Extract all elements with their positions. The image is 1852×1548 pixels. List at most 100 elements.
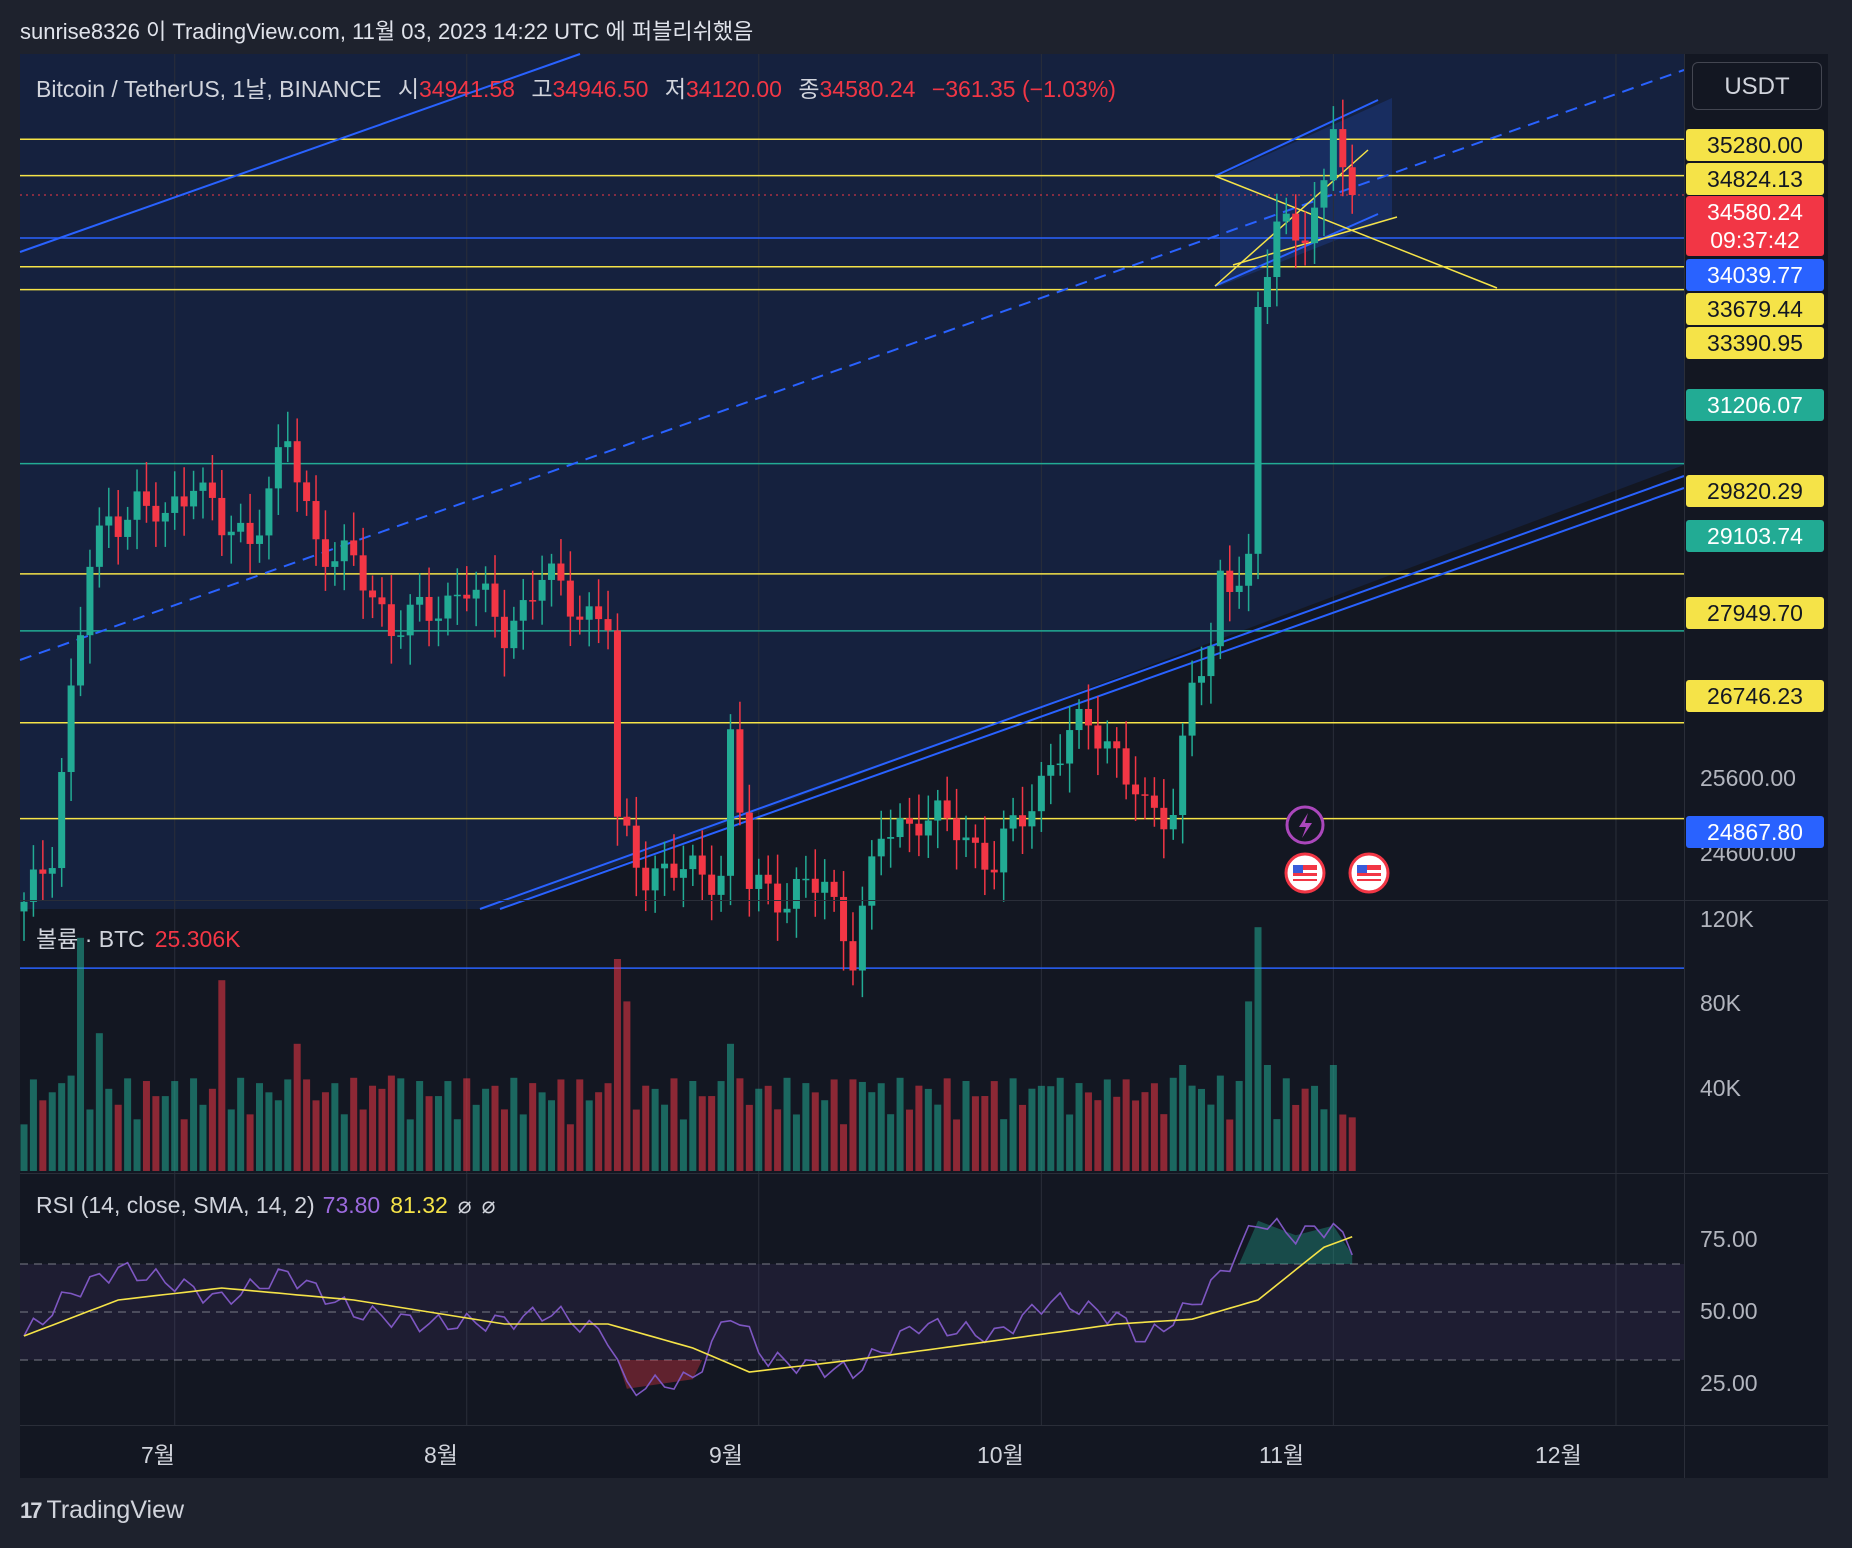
pane-divider[interactable] [20,900,1828,901]
candle-body [1282,213,1290,222]
volume-legend[interactable]: 볼륨 · BTC 25.306K [36,920,240,954]
candle-body [246,522,254,544]
candle-body [529,600,537,602]
volume-bar [256,1083,263,1171]
volume-tick[interactable]: 80K [1700,990,1741,1016]
candle-body [1113,741,1121,749]
price-tag-31206: 31206.07 [1686,389,1824,421]
candle-body [623,816,631,826]
volume-bar [378,1088,386,1171]
volume-value: 25.306K [154,926,241,952]
candle-body [180,496,188,507]
volume-bar [1075,1083,1083,1171]
price-tag-34824: 34824.13 [1686,163,1824,195]
volume-bar [548,1100,556,1171]
volume-bar [868,1092,876,1171]
volume-tick[interactable]: 40K [1700,1075,1741,1101]
volume-label[interactable]: 볼륨 · BTC [36,926,145,952]
candle-body [274,447,282,489]
volume-bar [1169,1077,1177,1171]
volume-bar [312,1100,320,1171]
candle-body [905,818,913,824]
x-axis-label[interactable]: 8월 [424,1442,458,1468]
trend-lines [19,53,1685,910]
volume-bar [482,1088,490,1171]
candle-body [1084,708,1092,726]
volume-bar [943,1078,951,1171]
candle-body [924,820,932,836]
candle-body [670,863,678,878]
candle-body [783,908,791,913]
chart-panel[interactable] [20,54,1828,1478]
rsi-plot [20,1217,1684,1397]
x-axis-label[interactable]: 11월 [1259,1442,1305,1468]
candle-body [792,878,800,909]
x-axis-label[interactable]: 9월 [709,1442,743,1468]
x-axis-label[interactable]: 10월 [977,1442,1024,1468]
lightning-icon [1299,813,1312,838]
x-axis-label[interactable]: 12월 [1535,1442,1582,1468]
candle-body [500,616,508,649]
currency-button[interactable]: USDT [1692,62,1822,110]
channel-upper-line [19,53,581,253]
candle-body [48,868,56,874]
footer-brand[interactable]: 17 TradingView [20,1496,184,1525]
candle-body [887,837,895,839]
candle-body [1348,167,1356,196]
rsi-tick[interactable]: 75.00 [1700,1226,1758,1252]
volume-bar [58,1083,66,1171]
us-flag-stripe [1293,870,1317,873]
volume-bar [1019,1104,1027,1171]
volume-bar [557,1079,565,1171]
volume-bar [924,1088,932,1171]
volume-bar [708,1096,716,1171]
symbol-legend[interactable]: Bitcoin / TetherUS, 1날, BINANCE 시34941.5… [36,70,1116,104]
rsi-sma-value: 81.32 [390,1192,448,1218]
candle-body [1188,682,1196,736]
price-tag-33679: 33679.44 [1686,293,1824,325]
rsi-tick[interactable]: 50.00 [1700,1298,1758,1324]
us-flag-stripe [1357,876,1381,879]
x-axis-label[interactable]: 7월 [141,1442,175,1468]
volume-bar [246,1114,254,1171]
volume-bar [585,1100,593,1171]
symbol-name[interactable]: Bitcoin / TetherUS, 1날, BINANCE [36,76,382,102]
volume-bar [359,1109,367,1171]
pane-divider[interactable] [20,1173,1828,1174]
rsi-label[interactable]: RSI (14, close, SMA, 14, 2) [36,1192,315,1218]
volume-bar [1000,1119,1008,1171]
volume-bar [1084,1092,1092,1171]
volume-bar [1150,1083,1158,1171]
candle-body [1198,676,1205,683]
volume-bar [595,1092,603,1171]
candle-body [114,516,122,537]
volume-bar [463,1078,471,1171]
candle-body [208,482,216,498]
candle-body [604,619,612,631]
candle-body [67,685,75,773]
candle-body [482,583,490,590]
candle-body [425,596,433,621]
volume-bar [1216,1075,1224,1171]
close-value: 34580.24 [819,76,916,102]
candle-body [321,539,329,567]
candle-body [774,883,782,913]
candle-body [557,563,565,581]
candle-body [651,868,659,891]
volume-bar [802,1083,810,1171]
candle-body [1047,765,1055,776]
candle-body [764,874,772,884]
change-value: −361.35 (−1.03%) [931,76,1116,102]
candle-body [1216,570,1224,647]
candle-body [1311,207,1319,244]
volume-bar [472,1104,480,1171]
rsi-legend[interactable]: RSI (14, close, SMA, 14, 2) 73.80 81.32 ⌀ ⌀ [36,1192,496,1219]
candle-body [161,512,169,522]
candle-body [510,620,518,649]
candle-body [1207,646,1215,677]
candle-body [1075,708,1083,731]
price-tick[interactable]: 25600.00 [1700,765,1796,791]
rsi-tick[interactable]: 25.00 [1700,1370,1758,1396]
volume-tick[interactable]: 120K [1700,906,1754,932]
